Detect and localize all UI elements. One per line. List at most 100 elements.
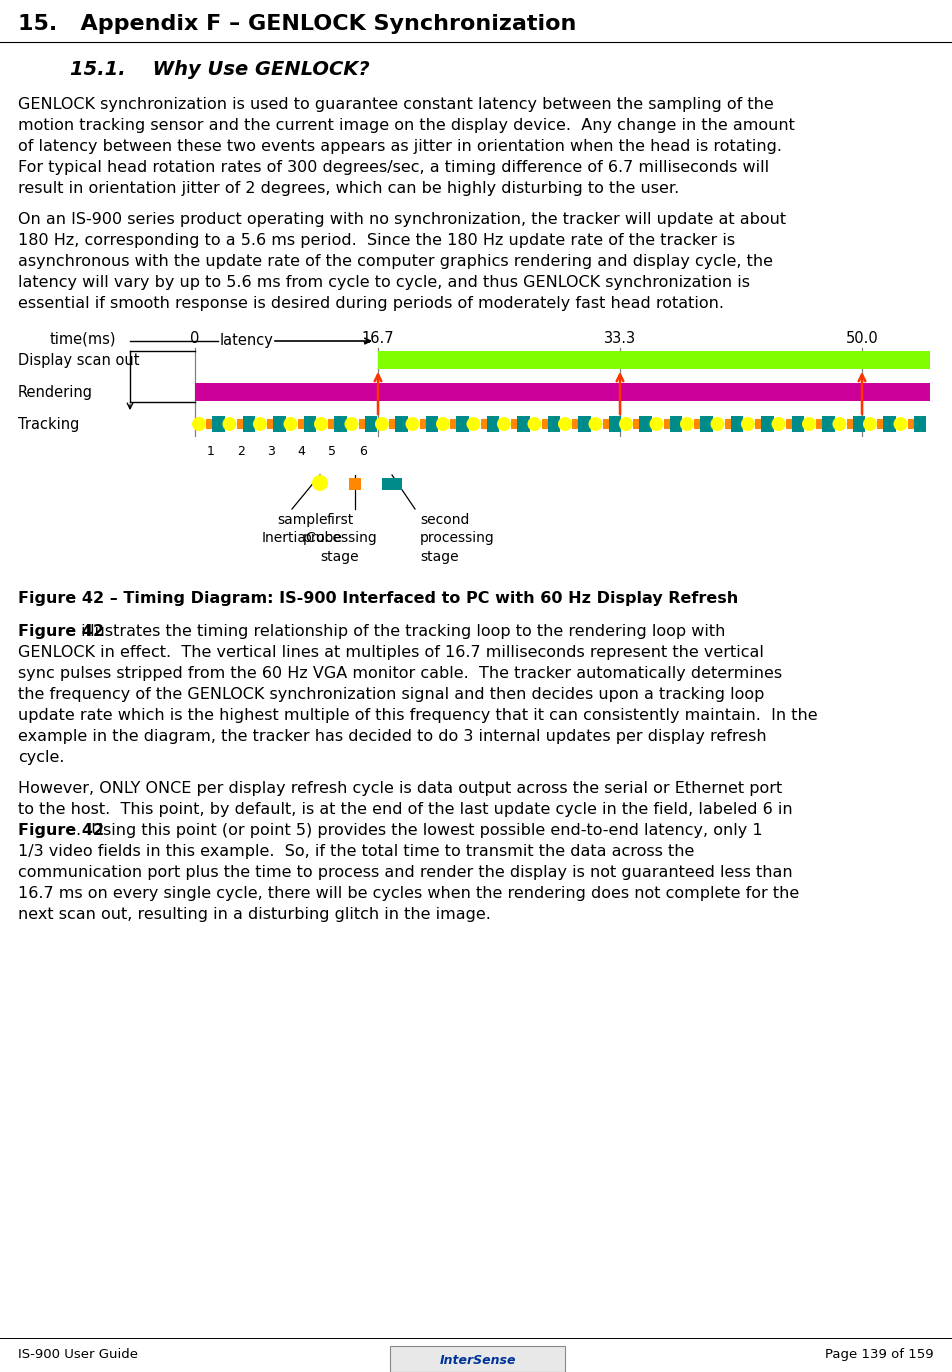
Bar: [334, 416, 347, 432]
Text: InterSense: InterSense: [439, 1354, 516, 1368]
Text: update rate which is the highest multiple of this frequency that it can consiste: update rate which is the highest multipl…: [18, 708, 818, 723]
Bar: [548, 416, 560, 432]
Text: latency: latency: [220, 333, 274, 348]
Text: 1/3 video fields in this example.  So, if the total time to transmit the data ac: 1/3 video fields in this example. So, if…: [18, 844, 694, 859]
Circle shape: [894, 417, 907, 431]
Bar: [914, 416, 926, 432]
Circle shape: [588, 417, 603, 431]
Text: communication port plus the time to process and render the display is not guaran: communication port plus the time to proc…: [18, 864, 793, 879]
Bar: [579, 416, 590, 432]
Bar: [420, 418, 429, 429]
Bar: [456, 416, 468, 432]
Text: 180 Hz, corresponding to a 5.6 ms period.  Since the 180 Hz update rate of the t: 180 Hz, corresponding to a 5.6 ms period…: [18, 233, 735, 248]
Text: Figure 42 – Timing Diagram: IS-900 Interfaced to PC with 60 Hz Display Refresh: Figure 42 – Timing Diagram: IS-900 Inter…: [18, 591, 738, 606]
Bar: [195, 383, 378, 401]
Bar: [378, 383, 620, 401]
Bar: [670, 416, 682, 432]
Text: 1: 1: [207, 445, 214, 458]
Bar: [816, 418, 826, 429]
Circle shape: [649, 417, 664, 431]
Bar: [908, 418, 918, 429]
Bar: [701, 416, 713, 432]
Circle shape: [284, 417, 297, 431]
Text: Page 139 of 159: Page 139 of 159: [825, 1349, 934, 1361]
Text: 16.7: 16.7: [362, 331, 394, 346]
Text: 50.0: 50.0: [845, 331, 879, 346]
Bar: [609, 416, 621, 432]
Circle shape: [314, 417, 328, 431]
Bar: [542, 418, 552, 429]
Text: 0: 0: [190, 331, 200, 346]
Bar: [207, 418, 216, 429]
Bar: [268, 418, 277, 429]
Bar: [792, 416, 804, 432]
Text: 5: 5: [328, 445, 336, 458]
Bar: [603, 418, 613, 429]
Circle shape: [345, 417, 359, 431]
Bar: [486, 416, 499, 432]
Circle shape: [375, 417, 389, 431]
Text: of latency between these two events appears as jitter in orientation when the he: of latency between these two events appe…: [18, 139, 782, 154]
Circle shape: [466, 417, 481, 431]
Bar: [878, 418, 887, 429]
Bar: [755, 418, 765, 429]
Text: Rendering: Rendering: [18, 384, 93, 399]
Text: the frequency of the GENLOCK synchronization signal and then decides upon a trac: the frequency of the GENLOCK synchroniza…: [18, 687, 764, 702]
Text: essential if smooth response is desired during periods of moderately fast head r: essential if smooth response is desired …: [18, 296, 724, 311]
Circle shape: [741, 417, 755, 431]
Bar: [724, 418, 735, 429]
Bar: [450, 418, 460, 429]
Bar: [823, 416, 835, 432]
Text: 16.7 ms on every single cycle, there will be cycles when the rendering does not : 16.7 ms on every single cycle, there wil…: [18, 886, 800, 901]
Bar: [304, 416, 316, 432]
Bar: [243, 416, 255, 432]
Bar: [517, 416, 529, 432]
Circle shape: [710, 417, 724, 431]
Bar: [633, 418, 644, 429]
Bar: [846, 418, 857, 429]
Text: to the host.  This point, by default, is at the end of the last update cycle in : to the host. This point, by default, is …: [18, 803, 793, 816]
Text: However, ONLY ONCE per display refresh cycle is data output across the serial or: However, ONLY ONCE per display refresh c…: [18, 781, 783, 796]
Bar: [298, 418, 307, 429]
Circle shape: [312, 475, 328, 491]
Text: illustrates the timing relationship of the tracking loop to the rendering loop w: illustrates the timing relationship of t…: [76, 624, 725, 639]
Text: Tracking: Tracking: [18, 417, 79, 432]
Bar: [349, 477, 361, 490]
Bar: [237, 418, 247, 429]
Text: 6: 6: [359, 445, 367, 458]
Bar: [390, 1346, 565, 1372]
Bar: [731, 416, 744, 432]
Text: asynchronous with the update rate of the computer graphics rendering and display: asynchronous with the update rate of the…: [18, 254, 773, 269]
Bar: [389, 418, 399, 429]
Bar: [365, 416, 377, 432]
Text: next scan out, resulting in a disturbing glitch in the image.: next scan out, resulting in a disturbing…: [18, 907, 491, 922]
Text: latency will vary by up to 5.6 ms from cycle to cycle, and thus GENLOCK synchron: latency will vary by up to 5.6 ms from c…: [18, 274, 750, 289]
Bar: [378, 351, 620, 369]
Bar: [664, 418, 674, 429]
Bar: [620, 351, 862, 369]
Bar: [862, 351, 930, 369]
Text: 4: 4: [298, 445, 306, 458]
Text: Figure 42: Figure 42: [18, 624, 104, 639]
Circle shape: [802, 417, 816, 431]
Text: GENLOCK in effect.  The vertical lines at multiples of 16.7 milliseconds represe: GENLOCK in effect. The vertical lines at…: [18, 645, 764, 660]
Text: 33.3: 33.3: [604, 331, 636, 346]
Bar: [395, 416, 407, 432]
Text: .  Using this point (or point 5) provides the lowest possible end-to-end latency: . Using this point (or point 5) provides…: [76, 823, 763, 838]
Bar: [511, 418, 522, 429]
Bar: [853, 416, 865, 432]
Circle shape: [527, 417, 542, 431]
Bar: [862, 383, 930, 401]
Bar: [640, 416, 651, 432]
Bar: [382, 477, 402, 490]
Bar: [212, 416, 225, 432]
Bar: [481, 418, 491, 429]
Circle shape: [223, 417, 236, 431]
Bar: [785, 418, 796, 429]
Text: cycle.: cycle.: [18, 750, 65, 766]
Circle shape: [680, 417, 694, 431]
Circle shape: [406, 417, 420, 431]
Text: time(ms): time(ms): [50, 331, 116, 346]
Text: 15.1.    Why Use GENLOCK?: 15.1. Why Use GENLOCK?: [70, 60, 369, 80]
Text: sync pulses stripped from the 60 Hz VGA monitor cable.  The tracker automaticall: sync pulses stripped from the 60 Hz VGA …: [18, 665, 783, 681]
